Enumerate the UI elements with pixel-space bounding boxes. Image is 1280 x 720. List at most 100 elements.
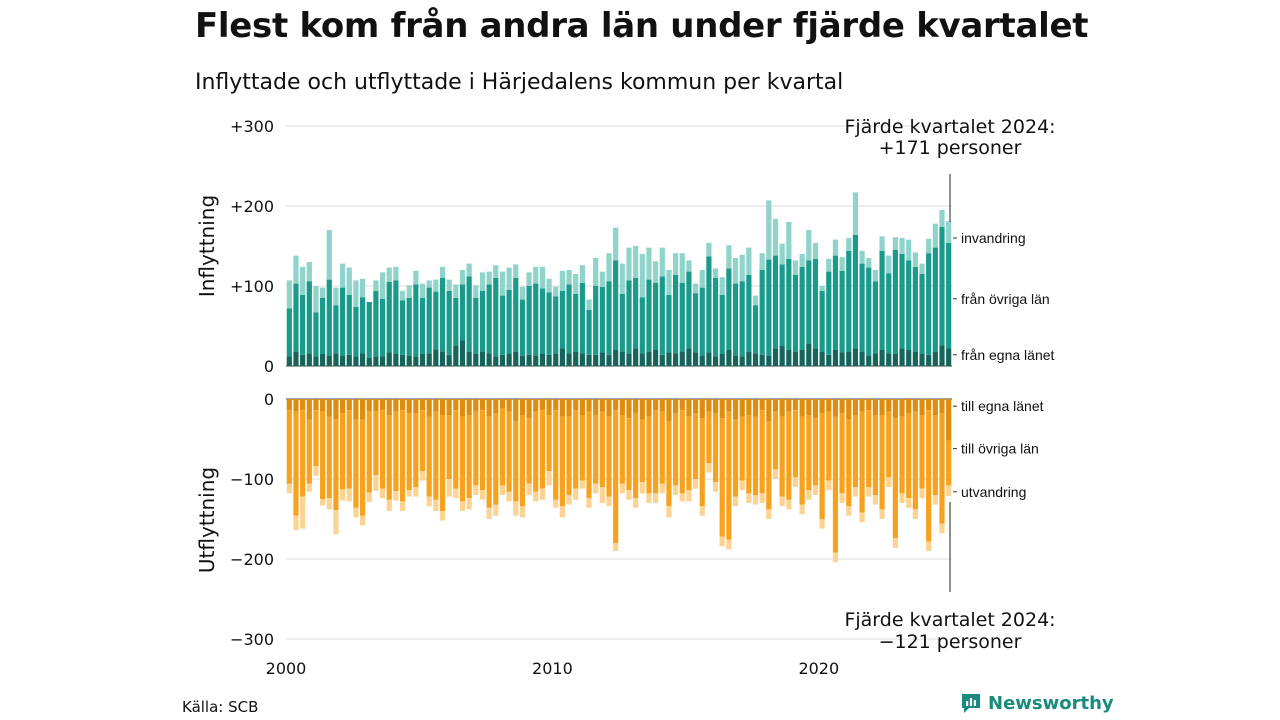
bar-in-1 xyxy=(899,254,905,349)
bar-out-2 xyxy=(586,498,592,508)
annotation-top-line1: Fjärde kvartalet 2024: xyxy=(844,116,1055,138)
bar-out-0 xyxy=(433,399,439,412)
bar-out-0 xyxy=(393,399,399,411)
bar-in-2 xyxy=(399,290,406,301)
bar-out-0 xyxy=(732,399,739,420)
category-label: från övriga län xyxy=(961,291,1050,307)
bar-out-1 xyxy=(646,416,652,494)
bar-in-2 xyxy=(453,284,459,298)
y-tick-label: −200 xyxy=(230,550,274,569)
bar-out-1 xyxy=(506,411,512,492)
bar-in-1 xyxy=(466,276,472,352)
bar-out-0 xyxy=(772,399,779,412)
bar-in-0 xyxy=(886,353,892,366)
bar-in-2 xyxy=(666,270,672,295)
bar-out-2 xyxy=(539,488,545,500)
bar-in-2 xyxy=(346,267,352,295)
bar-out-1 xyxy=(566,416,572,495)
bar-out-2 xyxy=(433,499,439,511)
bar-out-1 xyxy=(919,415,925,489)
bar-out-0 xyxy=(466,399,472,415)
bar-out-0 xyxy=(326,399,332,417)
annotation-bottom-line2: −121 personer xyxy=(879,631,1022,653)
bar-in-1 xyxy=(359,297,366,354)
bar-in-2 xyxy=(872,270,878,282)
bar-in-1 xyxy=(300,294,306,355)
bar-in-2 xyxy=(892,237,898,250)
bar-in-1 xyxy=(293,283,299,352)
bar-out-0 xyxy=(919,399,925,415)
bar-out-1 xyxy=(406,413,412,491)
bar-in-1 xyxy=(573,294,579,352)
bar-out-1 xyxy=(653,410,659,494)
bar-in-1 xyxy=(772,255,779,349)
bar-in-1 xyxy=(712,278,719,357)
bar-out-1 xyxy=(826,411,832,481)
bar-in-2 xyxy=(459,270,466,285)
category-label: till egna länet xyxy=(961,398,1044,414)
bar-in-1 xyxy=(799,266,805,350)
bar-out-0 xyxy=(553,399,559,411)
bar-in-1 xyxy=(739,281,745,357)
bar-in-1 xyxy=(639,297,645,354)
y-tick-label: 0 xyxy=(264,390,274,409)
bar-out-2 xyxy=(439,511,446,521)
bar-in-2 xyxy=(659,247,665,277)
bar-out-0 xyxy=(619,399,625,415)
bar-out-1 xyxy=(732,419,739,497)
bar-in-2 xyxy=(673,253,679,275)
bar-in-2 xyxy=(386,267,392,282)
bar-in-0 xyxy=(320,354,326,366)
bar-out-1 xyxy=(739,416,745,481)
bar-out-2 xyxy=(499,485,506,495)
y-tick-label: −300 xyxy=(230,630,274,649)
bar-in-1 xyxy=(752,305,759,354)
bar-in-0 xyxy=(866,355,872,366)
bar-in-1 xyxy=(859,263,865,352)
chart-subtitle: Inflyttade och utflyttade i Härjedalens … xyxy=(195,70,844,95)
bar-out-2 xyxy=(333,510,339,535)
bar-out-0 xyxy=(872,399,878,415)
bar-in-2 xyxy=(546,278,552,293)
bar-in-1 xyxy=(579,282,585,354)
bar-out-1 xyxy=(466,415,472,499)
bar-in-2 xyxy=(826,258,832,272)
bar-out-1 xyxy=(706,411,712,463)
bar-out-0 xyxy=(539,399,545,411)
bar-in-2 xyxy=(573,274,579,294)
bar-in-1 xyxy=(646,279,652,352)
bar-out-2 xyxy=(326,498,332,510)
bar-in-2 xyxy=(866,258,872,268)
bar-in-0 xyxy=(426,353,432,366)
bar-out-2 xyxy=(699,506,705,516)
bar-out-0 xyxy=(606,399,612,417)
bar-out-0 xyxy=(613,399,619,411)
bar-in-0 xyxy=(353,356,359,366)
bar-in-0 xyxy=(313,356,319,366)
bar-in-0 xyxy=(692,352,699,366)
bar-in-0 xyxy=(719,354,725,366)
bar-in-1 xyxy=(613,260,619,350)
bar-out-0 xyxy=(906,399,912,414)
bar-in-2 xyxy=(426,280,432,288)
bar-out-1 xyxy=(493,413,499,505)
bar-out-0 xyxy=(832,399,839,417)
bar-in-2 xyxy=(699,270,705,288)
bar-in-0 xyxy=(433,349,439,366)
bar-out-2 xyxy=(653,493,659,503)
bar-out-1 xyxy=(886,411,892,478)
newsworthy-logo[interactable]: Newsworthy xyxy=(960,692,1114,714)
category-label: invandring xyxy=(961,230,1026,246)
bar-in-1 xyxy=(599,286,605,353)
bar-in-0 xyxy=(359,353,366,366)
bar-out-1 xyxy=(946,440,952,486)
bar-in-2 xyxy=(846,238,852,251)
bar-out-2 xyxy=(426,496,432,507)
bar-out-2 xyxy=(513,501,519,516)
bar-in-2 xyxy=(353,280,359,307)
bar-out-2 xyxy=(706,463,712,473)
bar-in-2 xyxy=(499,271,506,296)
bar-in-1 xyxy=(766,259,772,356)
y-tick-label: +100 xyxy=(230,277,274,296)
bar-out-2 xyxy=(779,496,785,507)
